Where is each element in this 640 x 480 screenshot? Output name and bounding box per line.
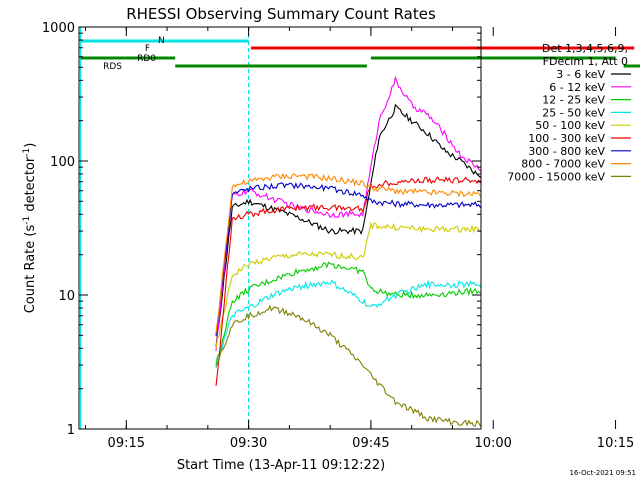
y-tick-label-1000: 1000	[42, 21, 75, 36]
x-tick-label-09-45: 09:45	[352, 436, 389, 451]
legend-label-100-300-kev: 100 - 300 keV	[528, 132, 605, 145]
legend-label-3-6-kev: 3 - 6 keV	[556, 68, 605, 81]
series-25-50-kev	[215, 279, 481, 369]
legend-header-line-2: FDecim 1, Att 0	[543, 55, 628, 68]
y-axis-label: Count Rate (s-1 detector-1)	[22, 143, 38, 314]
legend-label-300-800-kev: 300 - 800 keV	[528, 145, 605, 158]
legend-label-800-7000-kev: 800 - 7000 keV	[521, 158, 605, 171]
flag-label-f: F	[145, 44, 150, 54]
x-tick-label-09-30: 09:30	[230, 436, 267, 451]
y-tick-label-100: 100	[50, 155, 75, 170]
series-6-12-kev	[215, 75, 481, 351]
x-axis-label: Start Time (13-Apr-11 09:12:22)	[177, 458, 385, 473]
x-tick-label-09-15: 09:15	[108, 436, 145, 451]
flag-label-rd0: RD0	[137, 54, 156, 64]
series-3-6-kev	[215, 103, 481, 348]
legend-label-6-12-kev: 6 - 12 keV	[549, 81, 605, 94]
plot-area	[80, 27, 481, 429]
series-50-100-kev	[215, 221, 481, 349]
series-100-300-kev	[215, 176, 481, 386]
plot-frame	[78, 26, 482, 430]
timestamp: 16-Oct-2021 09:51	[570, 469, 636, 477]
legend-header-line-1: Det 1,3,4,5,6,9,	[542, 42, 628, 55]
series-7000-15000-kev	[215, 304, 481, 427]
x-tick-label-10-15: 10:15	[597, 436, 634, 451]
legend-label-12-25-kev: 12 - 25 keV	[542, 94, 605, 107]
y-tick-label-10: 10	[58, 289, 75, 304]
x-tick-label-10-00: 10:00	[474, 436, 511, 451]
legend-label-7000-15000-kev: 7000 - 15000 keV	[507, 170, 605, 183]
series-12-25-kev	[215, 261, 481, 365]
legend-label-25-50-kev: 25 - 50 keV	[542, 106, 605, 119]
flag-label-n: N	[158, 36, 165, 46]
legend-label-50-100-kev: 50 - 100 keV	[535, 119, 605, 132]
flag-label-rds: RDS	[103, 62, 122, 72]
y-tick-label-1: 1	[67, 423, 75, 438]
chart-title: RHESSI Observing Summary Count Rates	[126, 5, 436, 23]
series-300-800-kev	[215, 182, 481, 336]
series-800-7000-kev	[215, 172, 481, 334]
legend: Det 1,3,4,5,6,9, FDecim 1, Att 0 3 - 6 k…	[507, 42, 631, 183]
